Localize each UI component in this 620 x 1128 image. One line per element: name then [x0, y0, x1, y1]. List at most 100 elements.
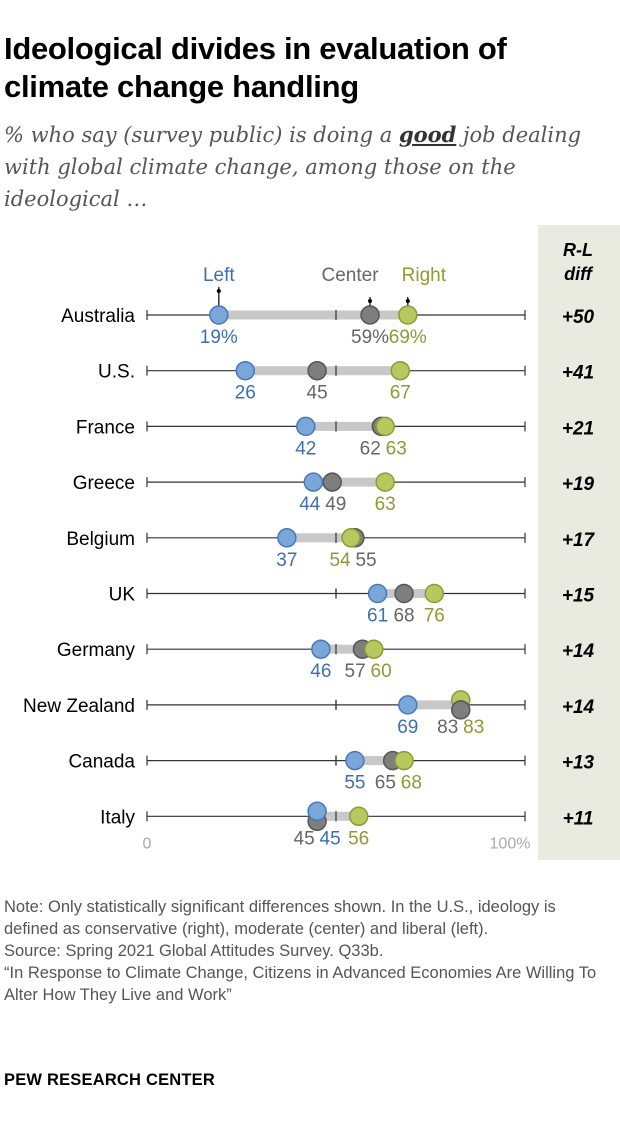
left-dot-u-s — [235, 360, 256, 381]
center-value-label-france: 62 — [360, 438, 381, 459]
legend-center-leader-dot — [368, 299, 373, 303]
country-label-canada: Canada — [68, 752, 135, 773]
subtitle-text-before: % who say (survey public) is doing a — [4, 123, 399, 147]
right-dot-belgium — [341, 528, 361, 548]
right-dot-u-s — [390, 360, 411, 381]
left-dot-uk — [367, 583, 388, 604]
left-dot-italy — [307, 801, 327, 822]
chart-subtitle: % who say (survey public) is doing a goo… — [4, 119, 604, 215]
diff-value-u-s: +41 — [562, 363, 594, 384]
right-value-label-italy: 56 — [348, 828, 369, 849]
diff-value-greece: +19 — [562, 474, 595, 495]
right-value-label-france: 63 — [386, 438, 407, 459]
diff-panel — [538, 225, 620, 860]
right-dot-germany — [364, 639, 384, 659]
diff-value-canada: +13 — [562, 753, 595, 774]
country-label-belgium: Belgium — [66, 529, 135, 550]
country-label-france: France — [76, 417, 135, 438]
center-dot-greece — [322, 472, 342, 492]
diff-value-belgium: +17 — [562, 530, 596, 551]
left-dot-new-zealand — [398, 695, 418, 715]
pew-research-center-logo: PEW RESEARCH CENTER — [4, 1071, 215, 1089]
country-label-greece: Greece — [73, 473, 135, 494]
diff-value-france: +21 — [562, 418, 594, 439]
range-band-belgium — [286, 533, 355, 543]
left-value-label-france: 42 — [295, 438, 316, 459]
left-dot-australia — [209, 305, 229, 325]
diff-value-germany: +14 — [562, 641, 595, 662]
left-dot-greece — [303, 472, 324, 492]
right-value-label-new-zealand: 83 — [463, 717, 484, 738]
x-axis-max-label: 100% — [490, 835, 531, 852]
chart-title: Ideological divides in evaluation of cli… — [4, 31, 507, 104]
right-dot-greece — [375, 472, 395, 492]
diff-value-italy: +11 — [563, 808, 594, 829]
left-value-label-uk: 61 — [367, 606, 388, 627]
legend-right-label: Right — [402, 265, 447, 286]
subtitle-emphasis: good — [398, 122, 457, 147]
legend-center-label: Center — [322, 265, 380, 286]
report-title-text: “In Response to Climate Change, Citizens… — [4, 964, 597, 1004]
diff-value-new-zealand: +14 — [562, 697, 595, 718]
left-dot-france — [296, 416, 316, 437]
center-value-label-u-s: 45 — [307, 383, 328, 404]
left-value-label-germany: 46 — [310, 661, 331, 682]
legend-left-label: Left — [203, 265, 235, 286]
left-dot-canada — [345, 750, 365, 771]
center-dot-uk — [394, 583, 414, 604]
country-label-new-zealand: New Zealand — [23, 696, 135, 717]
range-band-new-zealand — [407, 700, 461, 710]
right-value-label-germany: 60 — [371, 661, 392, 682]
subtitle-text-after: job dealing with global climate change, … — [4, 123, 582, 211]
center-value-label-germany: 57 — [345, 661, 366, 682]
right-dot-italy — [348, 806, 369, 827]
right-value-label-uk: 76 — [424, 606, 445, 627]
country-label-germany: Germany — [57, 640, 136, 661]
left-value-label-australia: 19% — [200, 327, 238, 348]
dot-plot-chart: R-L diff Left Center Right Australia 19% 59% 69%… — [23, 225, 620, 860]
left-value-label-canada: 55 — [344, 773, 365, 794]
right-value-label-canada: 68 — [401, 773, 422, 794]
left-value-label-belgium: 37 — [276, 550, 297, 571]
range-band-greece — [313, 477, 386, 487]
right-dot-uk — [424, 583, 445, 604]
diff-value-uk: +15 — [562, 586, 595, 607]
country-label-australia: Australia — [61, 306, 135, 327]
center-value-label-uk: 68 — [393, 606, 414, 627]
x-axis-min-label: 0 — [143, 835, 152, 852]
chart-notes: Note: Only statistically significant dif… — [4, 896, 614, 1006]
center-value-label-new-zealand: 83 — [437, 717, 458, 738]
range-band-italy — [317, 811, 359, 821]
legend-left-leader-dot — [216, 289, 221, 293]
left-dot-germany — [311, 639, 331, 659]
center-value-label-greece: 49 — [325, 494, 346, 515]
right-value-label-greece: 63 — [375, 494, 396, 515]
center-value-label-belgium: 55 — [355, 550, 376, 571]
diff-header-line1: R-L — [563, 240, 593, 260]
center-value-label-australia: 59% — [351, 327, 389, 348]
center-dot-new-zealand — [450, 700, 471, 720]
note-text: Note: Only statistically significant dif… — [4, 898, 556, 938]
country-label-uk: UK — [109, 585, 136, 606]
diff-value-australia: +50 — [562, 307, 595, 328]
range-band-france — [305, 421, 386, 431]
diff-header-line2: diff — [564, 264, 594, 284]
center-dot-australia — [360, 305, 380, 325]
country-label-u-s: U.S. — [98, 362, 135, 383]
right-dot-canada — [394, 750, 414, 771]
left-value-label-italy: 45 — [320, 828, 341, 849]
right-value-label-u-s: 67 — [390, 383, 411, 404]
right-value-label-belgium: 54 — [329, 550, 351, 571]
left-value-label-greece: 44 — [299, 494, 321, 515]
center-value-label-canada: 65 — [375, 773, 396, 794]
country-label-italy: Italy — [100, 807, 135, 828]
legend-right-leader-dot — [405, 299, 410, 303]
left-value-label-u-s: 26 — [235, 383, 256, 404]
range-band-canada — [354, 756, 405, 766]
left-value-label-new-zealand: 69 — [397, 717, 418, 738]
center-dot-u-s — [307, 360, 327, 381]
right-dot-france — [375, 416, 395, 437]
right-value-label-australia: 69% — [389, 327, 427, 348]
range-band-germany — [320, 644, 374, 654]
center-value-label-italy: 45 — [294, 828, 315, 849]
